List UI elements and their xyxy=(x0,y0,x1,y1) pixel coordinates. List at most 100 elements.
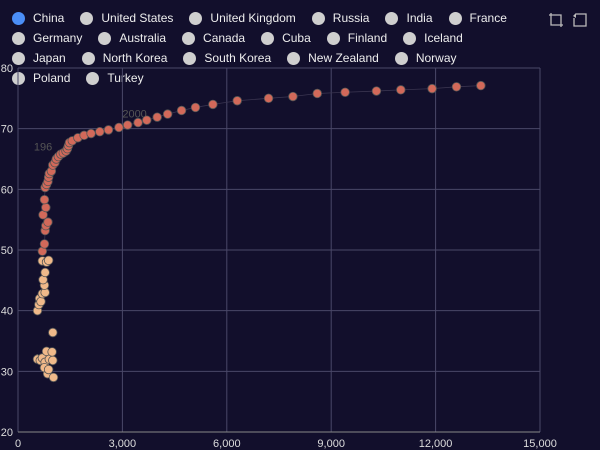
legend-item-united-states[interactable]: United States xyxy=(78,8,173,28)
legend-swatch xyxy=(12,31,25,45)
legend-label: India xyxy=(406,11,433,25)
legend-item-south-korea[interactable]: South Korea xyxy=(181,48,271,68)
data-point xyxy=(427,83,437,94)
legend-label: Cuba xyxy=(282,31,311,45)
legend-label: Russia xyxy=(332,11,370,25)
legend-swatch xyxy=(98,31,112,45)
data-point xyxy=(86,128,96,139)
data-point xyxy=(371,86,382,96)
data-point xyxy=(43,364,54,375)
legend-label: China xyxy=(33,11,65,25)
data-point xyxy=(176,105,187,116)
y-tick-label: 30 xyxy=(1,366,13,378)
data-point xyxy=(40,267,50,278)
data-point xyxy=(43,217,53,227)
legend-swatch xyxy=(287,51,301,65)
legend-label: United States xyxy=(101,11,174,25)
legend: China United States United Kingdom Russia In… xyxy=(10,8,530,88)
y-tick-label: 50 xyxy=(1,245,13,257)
legend-item-canada[interactable]: Canada xyxy=(180,28,245,48)
y-tick-label: 60 xyxy=(1,184,13,196)
legend-label: Canada xyxy=(203,31,246,45)
legend-swatch xyxy=(403,31,417,45)
legend-item-india[interactable]: India xyxy=(383,8,433,28)
data-point xyxy=(48,327,58,338)
legend-swatch xyxy=(12,51,25,65)
data-point xyxy=(152,112,162,122)
legend-item-cuba[interactable]: Cuba xyxy=(259,28,311,48)
toolbox xyxy=(548,12,588,28)
legend-item-turkey[interactable]: Turkey xyxy=(84,68,144,88)
data-point xyxy=(47,347,57,357)
data-point xyxy=(41,202,51,213)
data-point xyxy=(288,91,298,102)
legend-item-united-kingdom[interactable]: United Kingdom xyxy=(187,8,296,28)
legend-swatch xyxy=(311,11,325,25)
legend-item-norway[interactable]: Norway xyxy=(393,48,457,68)
legend-swatch xyxy=(80,11,94,25)
data-point xyxy=(39,194,50,205)
legend-item-new-zealand[interactable]: New Zealand xyxy=(285,48,379,68)
legend-item-north-korea[interactable]: North Korea xyxy=(80,48,168,68)
legend-label: Norway xyxy=(415,51,457,65)
legend-item-iceland[interactable]: Iceland xyxy=(401,28,463,48)
legend-swatch xyxy=(261,31,275,45)
data-point xyxy=(396,85,406,95)
data-point xyxy=(476,80,486,91)
data-point xyxy=(133,117,143,128)
x-tick-label: 3,000 xyxy=(109,438,137,450)
x-tick-label: 9,000 xyxy=(317,438,345,450)
y-tick-label: 20 xyxy=(1,427,13,439)
y-tick-label: 70 xyxy=(1,124,13,136)
legend-item-france[interactable]: France xyxy=(447,8,507,28)
legend-swatch xyxy=(385,11,399,25)
legend-label: Australia xyxy=(119,31,167,45)
data-point xyxy=(142,115,152,125)
trail-line xyxy=(41,85,481,252)
data-point xyxy=(451,82,462,92)
data-point xyxy=(95,126,105,137)
legend-label: New Zealand xyxy=(308,51,379,65)
legend-item-finland[interactable]: Finland xyxy=(325,28,387,48)
data-point xyxy=(263,93,274,104)
y-tick-label: 40 xyxy=(1,306,13,318)
legend-swatch xyxy=(12,11,25,25)
data-point xyxy=(48,372,59,383)
legend-item-china[interactable]: China xyxy=(10,8,64,28)
legend-swatch xyxy=(326,31,340,45)
x-tick-label: 6,000 xyxy=(213,438,241,450)
legend-swatch xyxy=(182,31,196,45)
data-point xyxy=(43,255,54,266)
annotation-label: 196 xyxy=(34,142,52,154)
data-point xyxy=(312,88,322,99)
legend-label: North Korea xyxy=(102,51,168,65)
data-point xyxy=(36,296,46,307)
data-point xyxy=(162,109,173,119)
data-point xyxy=(103,125,114,135)
legend-swatch xyxy=(183,51,197,65)
legend-item-russia[interactable]: Russia xyxy=(310,8,370,28)
legend-label: Finland xyxy=(347,31,388,45)
x-tick-label: 15,000 xyxy=(523,438,557,450)
legend-label: Poland xyxy=(33,71,71,85)
data-point xyxy=(39,239,50,249)
x-tick-label: 0 xyxy=(15,438,21,450)
legend-item-japan[interactable]: Japan xyxy=(10,48,66,68)
legend-label: France xyxy=(469,11,507,25)
legend-label: Turkey xyxy=(107,71,144,85)
x-tick-label: 12,000 xyxy=(419,438,453,450)
data-point xyxy=(190,102,201,113)
legend-label: Japan xyxy=(33,51,66,65)
legend-item-germany[interactable]: Germany xyxy=(10,28,82,48)
legend-swatch xyxy=(448,11,462,25)
zoom-icon[interactable] xyxy=(548,12,564,28)
legend-label: South Korea xyxy=(204,51,272,65)
legend-swatch xyxy=(86,71,100,85)
restore-icon[interactable] xyxy=(572,12,588,28)
legend-label: Germany xyxy=(33,31,83,45)
legend-label: Iceland xyxy=(424,31,463,45)
legend-item-australia[interactable]: Australia xyxy=(96,28,166,48)
data-point xyxy=(114,122,124,133)
data-point xyxy=(340,87,350,97)
